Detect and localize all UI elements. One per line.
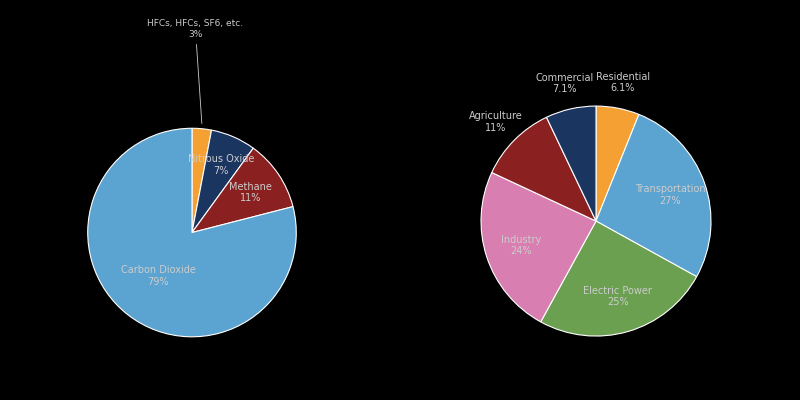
Wedge shape (596, 114, 711, 277)
Wedge shape (481, 172, 596, 322)
Text: HFCs, HFCs, SF6, etc.
3%: HFCs, HFCs, SF6, etc. 3% (147, 20, 243, 124)
Wedge shape (541, 221, 697, 336)
Wedge shape (492, 117, 596, 221)
Text: Agriculture
11%: Agriculture 11% (469, 111, 522, 132)
Wedge shape (192, 148, 293, 232)
Text: Residential
6.1%: Residential 6.1% (596, 72, 650, 93)
Text: Methane
11%: Methane 11% (230, 182, 272, 203)
Text: Industry
24%: Industry 24% (502, 235, 542, 256)
Wedge shape (546, 106, 596, 221)
Text: Nitrous Oxide
7%: Nitrous Oxide 7% (188, 154, 254, 176)
Wedge shape (88, 128, 296, 337)
Text: Commercial
7.1%: Commercial 7.1% (536, 73, 594, 94)
Text: Transportation
27%: Transportation 27% (634, 184, 705, 206)
Wedge shape (192, 130, 254, 232)
Wedge shape (192, 128, 211, 232)
Text: Carbon Dioxide
79%: Carbon Dioxide 79% (121, 265, 196, 287)
Wedge shape (596, 106, 639, 221)
Text: Electric Power
25%: Electric Power 25% (583, 286, 652, 307)
